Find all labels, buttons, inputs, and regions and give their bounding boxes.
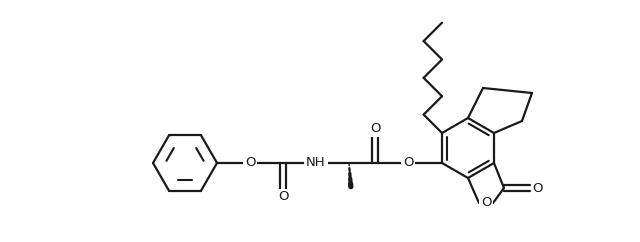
- Text: O: O: [370, 122, 380, 136]
- Text: NH: NH: [306, 157, 326, 169]
- Text: O: O: [244, 157, 255, 169]
- Text: O: O: [532, 182, 543, 195]
- Text: O: O: [481, 197, 492, 210]
- Text: O: O: [403, 157, 413, 169]
- Text: O: O: [278, 190, 288, 204]
